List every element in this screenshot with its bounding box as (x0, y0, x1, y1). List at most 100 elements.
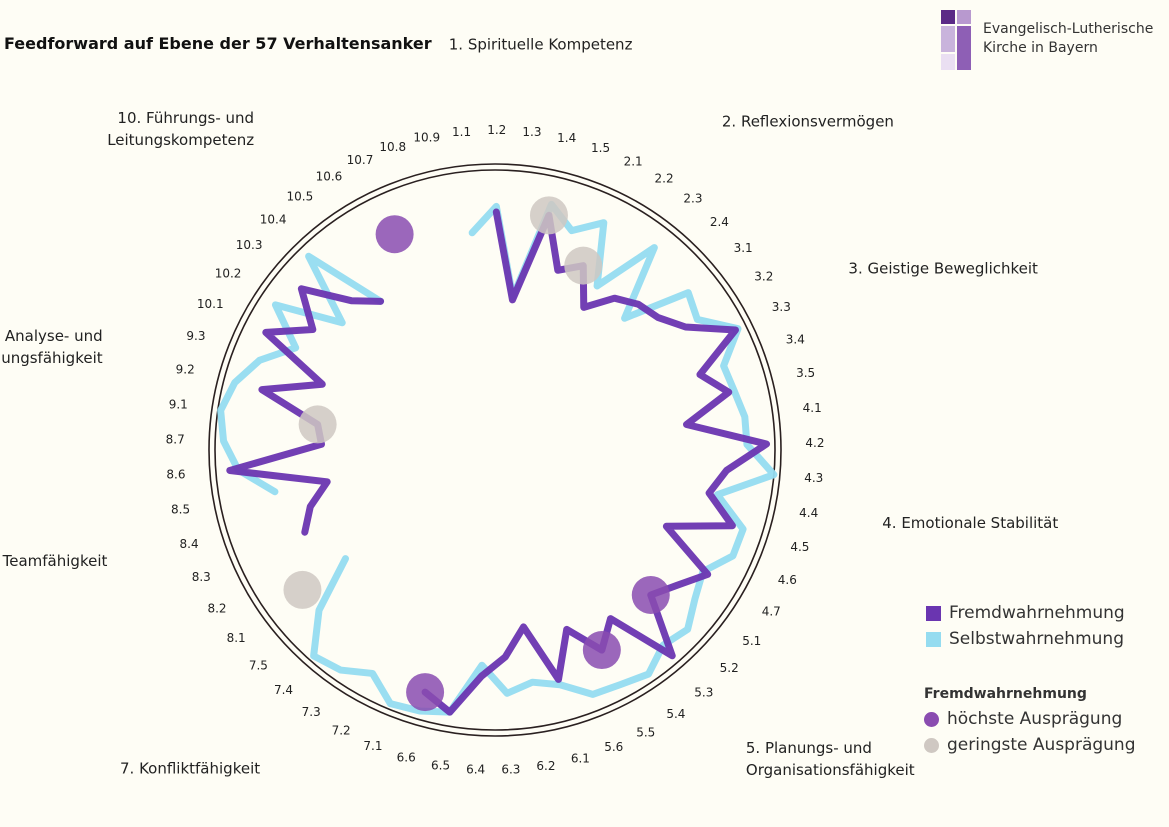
legend-lowest-label: geringste Ausprägung (947, 735, 1136, 755)
anchor-label-3-1: 3.1 (734, 241, 753, 255)
anchor-label-6-2: 6.2 (536, 759, 555, 773)
anchor-label-4-3: 4.3 (804, 471, 823, 485)
anchor-label-9-3: 9.3 (186, 329, 205, 343)
competency-label-7: 7. Konfliktfähigkeit (120, 759, 260, 777)
anchor-label-7-4: 7.4 (274, 683, 293, 697)
anchor-label-6-3: 6.3 (501, 763, 520, 777)
competency-label-4: 4. Emotionale Stabilität (882, 514, 1058, 532)
anchor-label-8-3: 8.3 (192, 570, 211, 584)
anchor-label-7-3: 7.3 (302, 705, 321, 719)
anchor-label-9-2: 9.2 (176, 363, 195, 377)
anchor-label-10-2: 10.2 (215, 267, 242, 281)
anchor-label-4-5: 4.5 (790, 540, 809, 554)
anchor-label-10-7: 10.7 (347, 153, 374, 167)
logo-icon (941, 10, 975, 70)
competency-label-3: 3. Geistige Beweglichkeit (848, 260, 1038, 278)
highest-marker-5-2 (631, 575, 670, 614)
lowest-dot (924, 737, 939, 753)
series-legend: Fremdwahrnehmung Selbstwahrnehmung (926, 600, 1166, 652)
anchor-label-10-4: 10.4 (260, 212, 287, 226)
highest-marker-10-7 (375, 215, 414, 254)
legend-selbst: Selbstwahrnehmung (926, 626, 1166, 652)
anchor-label-8-7: 8.7 (166, 432, 185, 446)
anchor-label-10-8: 10.8 (379, 140, 406, 154)
anchor-label-5-6: 5.6 (604, 740, 623, 754)
anchor-label-2-2: 2.2 (655, 171, 674, 185)
lowest-marker-1-4 (529, 196, 568, 235)
marker-legend-title: Fremdwahrnehmung (924, 686, 1087, 702)
ring-inner (214, 169, 776, 731)
legend-selbst-label: Selbstwahrnehmung (949, 629, 1124, 649)
church-logo: Evangelisch-Lutherische Kirche in Bayern (941, 10, 1161, 72)
anchor-label-8-4: 8.4 (180, 537, 199, 551)
anchor-label-6-1: 6.1 (571, 751, 590, 765)
marker-legend: Fremdwahrnehmung höchste Ausprägung geri… (924, 686, 1164, 758)
anchor-label-10-3: 10.3 (236, 238, 263, 252)
anchor-label-8-5: 8.5 (171, 503, 190, 517)
anchor-label-layer: 1.1 1.2 1.3 1.4 1.5 2.1 2.2 2.3 2.4 3.13.2 3.3 3.4 3… (166, 123, 825, 777)
anchor-label-8-1: 8.1 (227, 631, 246, 645)
anchor-label-1-3: 1.3 (522, 125, 541, 139)
fremd-swatch (926, 605, 941, 621)
competency-label-9: 9. Analyse- undWahrnehmungsfähigkeit (0, 327, 103, 367)
anchor-label-5-4: 5.4 (666, 707, 685, 721)
anchor-label-4-7: 4.7 (762, 605, 781, 619)
anchor-label-10-6: 10.6 (316, 169, 343, 183)
highest-dot (924, 711, 939, 727)
fremd-line (226, 285, 385, 536)
selbst-line (217, 252, 385, 496)
anchor-label-1-5: 1.5 (591, 141, 610, 155)
legend-fremd: Fremdwahrnehmung (926, 600, 1166, 626)
extreme-markers (283, 196, 670, 712)
series-lines (217, 200, 778, 716)
competency-labels: 1. Spirituelle Kompetenz 2. Reflexionsver… (0, 36, 1058, 779)
anchor-label-3-5: 3.5 (796, 366, 815, 380)
anchor-label-2-3: 2.3 (683, 192, 702, 206)
reference-circle (208, 163, 782, 737)
lowest-marker-8-1 (283, 570, 322, 609)
anchor-label-5-5: 5.5 (636, 725, 655, 739)
competency-label-2: 2. Reflexionsvermögen (722, 113, 894, 131)
anchor-label-4-2: 4.2 (805, 436, 824, 450)
legend-lowest: geringste Ausprägung (924, 732, 1164, 758)
anchor-label-4-6: 4.6 (778, 573, 797, 587)
anchor-label-2-4: 2.4 (710, 215, 729, 229)
anchor-label-5-2: 5.2 (720, 661, 739, 675)
competency-label-1: 1. Spirituelle Kompetenz (449, 36, 633, 54)
anchor-label-7-2: 7.2 (332, 724, 351, 738)
anchor-label-1-4: 1.4 (557, 131, 576, 145)
legend-fremd-label: Fremdwahrnehmung (949, 603, 1125, 623)
fremd-line (421, 208, 771, 716)
anchor-label-10-1: 10.1 (197, 297, 224, 311)
logo-line2: Kirche in Bayern (983, 40, 1098, 56)
anchor-label-3-4: 3.4 (786, 332, 805, 346)
selbst-line (310, 200, 778, 716)
anchor-label-7-5: 7.5 (249, 658, 268, 672)
anchor-label-4-1: 4.1 (803, 401, 822, 415)
competency-label-8: 8. Teamfähigkeit (0, 552, 107, 570)
competency-label-5: 5. Planungs- und Organisationsfähigkeit (746, 739, 915, 779)
ring-outer (208, 163, 782, 737)
anchor-label-8-6: 8.6 (166, 468, 185, 482)
anchor-label-2-1: 2.1 (624, 154, 643, 168)
anchor-label-7-1: 7.1 (363, 739, 382, 753)
lowest-marker-9-1 (298, 405, 337, 444)
anchor-label-4-4: 4.4 (799, 506, 818, 520)
anchor-label-8-2: 8.2 (207, 601, 226, 615)
legend-highest: höchste Ausprägung (924, 706, 1164, 732)
selbst-swatch (926, 631, 941, 647)
competency-label-10: 10. Führungs- und Leitungskompetenz (107, 109, 254, 149)
anchor-label-10-9: 10.9 (413, 130, 440, 144)
anchor-label-6-4: 6.4 (466, 762, 485, 776)
lowest-marker-2-1 (564, 246, 603, 285)
anchor-label-1-1: 1.1 (452, 125, 471, 139)
anchor-label-5-1: 5.1 (742, 634, 761, 648)
anchor-label-5-3: 5.3 (694, 685, 713, 699)
highest-marker-5-5 (582, 631, 621, 670)
anchor-label-6-6: 6.6 (397, 750, 416, 764)
anchor-label-3-3: 3.3 (772, 300, 791, 314)
page-title: Feedforward auf Ebene der 57 Verhaltensa… (4, 34, 432, 53)
anchor-label-1-2: 1.2 (487, 123, 506, 137)
anchor-label-6-5: 6.5 (431, 758, 450, 772)
